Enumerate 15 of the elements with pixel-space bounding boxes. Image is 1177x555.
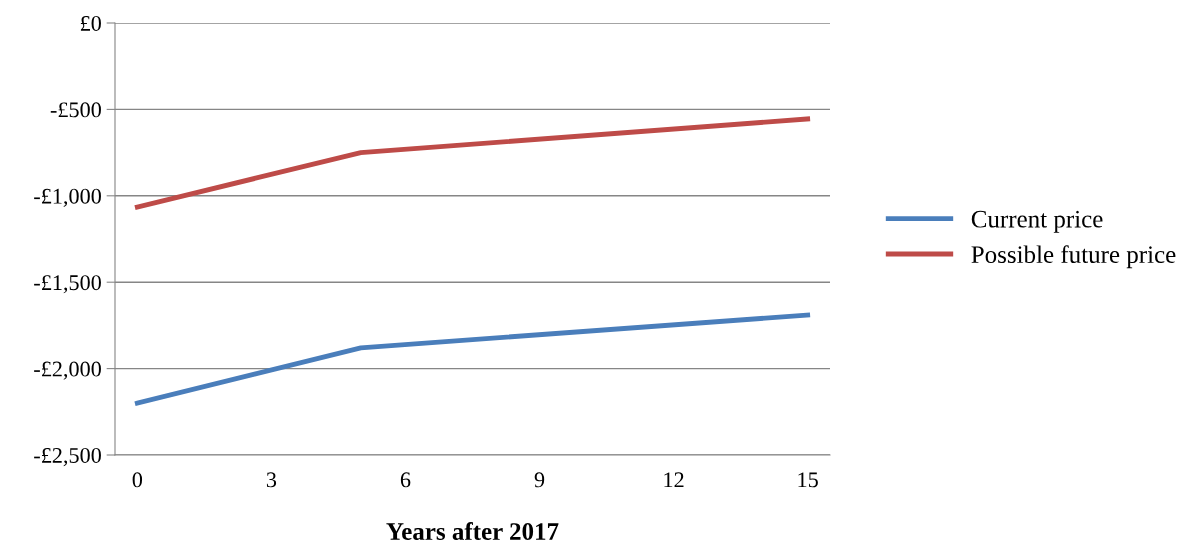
y-tick-label: -£2,000 <box>34 361 101 380</box>
x-tick-label: 6 <box>400 472 411 488</box>
y-tick-label: -£2,500 <box>34 447 101 467</box>
y-tick-label: -£500 <box>50 102 101 118</box>
legend-label: Current price <box>971 210 1103 233</box>
x-tick-label: 15 <box>798 472 818 488</box>
y-tick-label: -£1,000 <box>34 188 101 207</box>
x-tick-label: 12 <box>664 472 684 488</box>
legend-label: Possible future price <box>971 245 1176 269</box>
x-tick-label: 3 <box>266 472 277 488</box>
y-tick-label: £0 <box>80 15 101 31</box>
y-tick-label: -£1,500 <box>34 275 101 294</box>
x-axis-title: Years after 2017 <box>386 522 559 540</box>
x-tick-label: 9 <box>534 472 545 488</box>
x-tick-label: 0 <box>132 472 143 488</box>
